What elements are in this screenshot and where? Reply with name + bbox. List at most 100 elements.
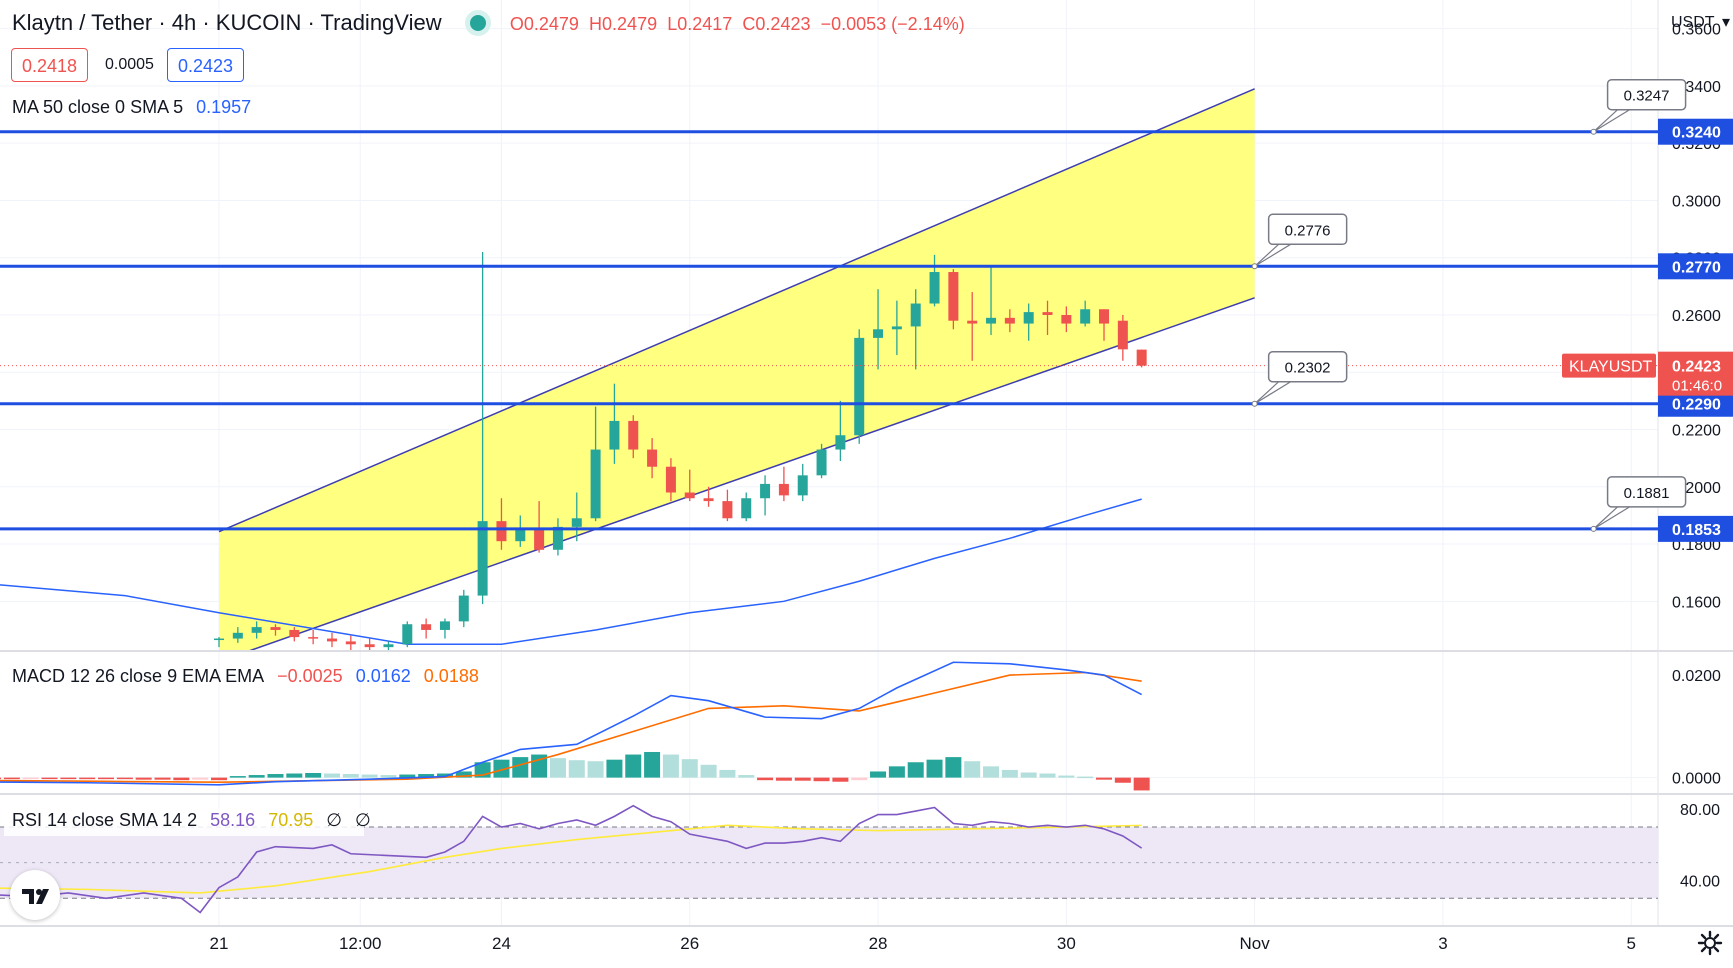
candle-body[interactable] bbox=[1117, 320, 1128, 350]
macd-signal-line[interactable] bbox=[0, 671, 1142, 784]
candle-body[interactable] bbox=[835, 435, 846, 450]
candle-body[interactable] bbox=[552, 526, 563, 550]
macd-histogram-bar[interactable] bbox=[1133, 777, 1150, 791]
candle-body[interactable] bbox=[1136, 349, 1147, 366]
macd-histogram-bar[interactable] bbox=[116, 777, 133, 780]
price-callout-box[interactable] bbox=[1606, 78, 1687, 111]
candle-body[interactable] bbox=[722, 501, 733, 519]
price-pane[interactable] bbox=[0, 88, 1658, 662]
macd-histogram-bar[interactable] bbox=[983, 766, 1000, 778]
macd-histogram-bar[interactable] bbox=[964, 761, 981, 778]
macd-histogram-bar[interactable] bbox=[568, 760, 585, 778]
candle-body[interactable] bbox=[816, 449, 827, 476]
macd-histogram-bar[interactable] bbox=[1001, 769, 1018, 778]
macd-histogram-bar[interactable] bbox=[1020, 772, 1037, 778]
candle-body[interactable] bbox=[948, 272, 959, 321]
candle-body[interactable] bbox=[402, 624, 413, 645]
macd-histogram-bar[interactable] bbox=[0, 777, 2, 780]
candle-body[interactable] bbox=[439, 621, 450, 630]
macd-histogram-bar[interactable] bbox=[794, 777, 811, 781]
macd-histogram-bar[interactable] bbox=[380, 775, 397, 778]
candle-body[interactable] bbox=[1061, 314, 1072, 324]
macd-histogram-bar[interactable] bbox=[493, 759, 510, 778]
macd-histogram-bar[interactable] bbox=[305, 773, 322, 778]
macd-histogram-bar[interactable] bbox=[79, 777, 96, 780]
macd-histogram-bar[interactable] bbox=[286, 773, 303, 778]
macd-histogram-bar[interactable] bbox=[549, 758, 566, 778]
macd-histogram-bar[interactable] bbox=[775, 777, 792, 781]
candle-body[interactable] bbox=[741, 498, 752, 519]
candle-body[interactable] bbox=[929, 272, 940, 304]
macd-histogram-bar[interactable] bbox=[851, 777, 868, 781]
tradingview-logo[interactable] bbox=[10, 870, 60, 920]
candle-body[interactable] bbox=[1080, 309, 1091, 324]
candle-body[interactable] bbox=[967, 320, 978, 324]
candle-body[interactable] bbox=[1099, 309, 1110, 324]
candle-body[interactable] bbox=[590, 449, 601, 519]
macd-histogram-bar[interactable] bbox=[342, 774, 359, 778]
macd-histogram-bar[interactable] bbox=[888, 766, 905, 778]
macd-histogram-bar[interactable] bbox=[832, 777, 849, 782]
candle-body[interactable] bbox=[345, 641, 356, 645]
macd-histogram-bar[interactable] bbox=[229, 776, 246, 778]
macd-histogram-bar[interactable] bbox=[926, 759, 943, 778]
candle-body[interactable] bbox=[251, 627, 262, 633]
macd-legend[interactable]: MACD 12 26 close 9 EMA EMA −0.0025 0.016… bbox=[12, 666, 487, 687]
currency-selector[interactable]: USDT ▾ bbox=[1671, 12, 1733, 32]
macd-histogram-bar[interactable] bbox=[681, 759, 698, 778]
macd-histogram-bar[interactable] bbox=[436, 773, 453, 778]
macd-histogram-bar[interactable] bbox=[945, 757, 962, 778]
price-callout-box[interactable] bbox=[1267, 213, 1348, 246]
macd-histogram-bar[interactable] bbox=[135, 777, 152, 780]
candle-body[interactable] bbox=[891, 326, 902, 330]
macd-histogram-bar[interactable] bbox=[154, 777, 171, 780]
macd-histogram-bar[interactable] bbox=[719, 769, 736, 778]
channel-lower-line[interactable] bbox=[219, 297, 1255, 662]
candle-body[interactable] bbox=[364, 644, 375, 648]
rsi-legend[interactable]: RSI 14 close SMA 14 2 58.16 70.95 ∅ ∅ bbox=[12, 810, 379, 831]
macd-histogram-bar[interactable] bbox=[418, 774, 435, 778]
macd-histogram-bar[interactable] bbox=[813, 777, 830, 782]
candle-body[interactable] bbox=[421, 624, 432, 630]
gear-icon[interactable] bbox=[1697, 930, 1723, 956]
candle-body[interactable] bbox=[232, 632, 243, 639]
candle-body[interactable] bbox=[797, 475, 808, 496]
macd-histogram-bar[interactable] bbox=[644, 751, 661, 778]
candle-body[interactable] bbox=[1042, 312, 1053, 315]
ma-legend[interactable]: MA 50 close 0 SMA 5 0.1957 bbox=[12, 97, 259, 118]
macd-histogram-bar[interactable] bbox=[587, 761, 604, 778]
buy-button[interactable]: 0.2423 bbox=[167, 48, 245, 82]
macd-histogram-bar[interactable] bbox=[700, 764, 717, 778]
candle-body[interactable] bbox=[647, 449, 658, 467]
macd-histogram-bar[interactable] bbox=[1077, 776, 1094, 779]
macd-histogram-bar[interactable] bbox=[606, 759, 623, 778]
macd-histogram-bar[interactable] bbox=[1096, 777, 1113, 780]
candle-body[interactable] bbox=[326, 638, 337, 642]
price-callout-box[interactable] bbox=[1606, 476, 1687, 508]
candle-body[interactable] bbox=[1023, 312, 1034, 324]
macd-histogram-bar[interactable] bbox=[192, 777, 209, 780]
macd-histogram-bar[interactable] bbox=[211, 777, 227, 781]
macd-histogram-bar[interactable] bbox=[267, 774, 284, 778]
macd-histogram-bar[interactable] bbox=[3, 777, 20, 780]
candle-body[interactable] bbox=[1004, 317, 1015, 324]
candle-body[interactable] bbox=[308, 637, 319, 639]
macd-histogram-bar[interactable] bbox=[625, 754, 642, 778]
symbol-title[interactable]: Klaytn / Tether · 4h · KUCOIN · TradingV… bbox=[12, 10, 442, 35]
macd-histogram-bar[interactable] bbox=[41, 777, 58, 780]
ma50-line[interactable] bbox=[0, 498, 1142, 646]
candle-body[interactable] bbox=[778, 483, 789, 496]
macd-histogram-bar[interactable] bbox=[1114, 777, 1131, 783]
candle-body[interactable] bbox=[515, 529, 526, 542]
rsi-sma-line[interactable] bbox=[0, 824, 1142, 894]
candle-body[interactable] bbox=[383, 644, 394, 648]
parallel-channel-fill[interactable] bbox=[219, 88, 1255, 662]
macd-histogram-bar[interactable] bbox=[907, 762, 924, 778]
macd-histogram-bar[interactable] bbox=[1039, 773, 1056, 778]
macd-histogram-bar[interactable] bbox=[98, 777, 115, 780]
candle-body[interactable] bbox=[571, 518, 582, 527]
macd-histogram-bar[interactable] bbox=[757, 777, 774, 781]
channel-upper-line[interactable] bbox=[218, 88, 1255, 533]
macd-line[interactable] bbox=[0, 661, 1143, 786]
